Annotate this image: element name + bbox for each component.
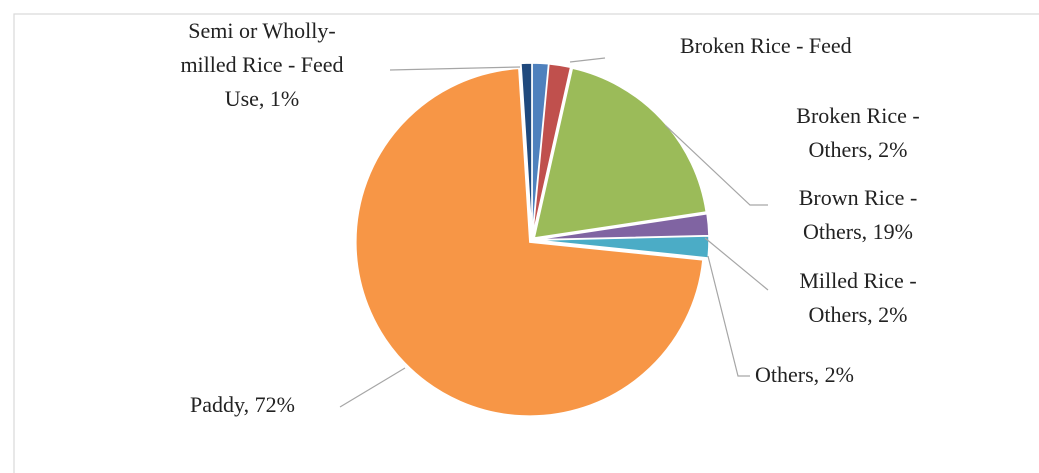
slice-label: Brown Rice - [799,185,918,210]
leader-line [707,255,750,377]
leader-line [704,237,769,291]
slice-label: Others, 2% [809,302,908,327]
slice-label: Use, 1% [225,86,300,111]
pie-slice [533,67,708,239]
leader-line [339,367,406,408]
slice-label: Broken Rice - [796,103,919,128]
chart-frame [13,13,1039,473]
slice-label: Others, 2% [809,137,908,162]
pie-slice [531,62,572,238]
slice-label: Paddy, 72% [190,392,295,417]
slice-label: milled Rice - Feed [180,52,343,77]
slice-label: Others, 2% [755,362,854,387]
leader-line [389,66,521,71]
leader-line [664,124,768,206]
slice-label: Broken Rice - Feed [680,33,852,58]
slice-label: Others, 19% [803,219,913,244]
leader-line [569,57,606,63]
pie-slice [520,62,533,238]
slice-label: Semi or Wholly- [188,18,335,43]
pie-slice [355,67,704,417]
slice-label: Milled Rice - [799,268,916,293]
